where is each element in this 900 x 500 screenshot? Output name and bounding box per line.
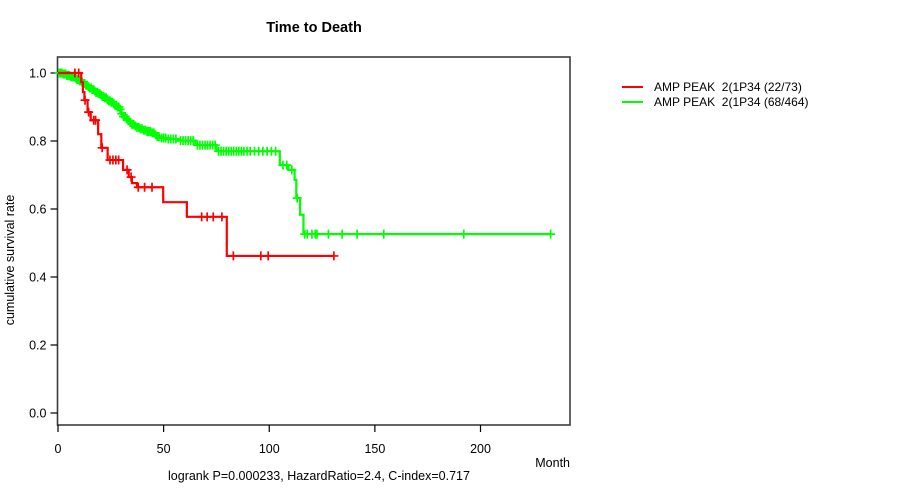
censor-mark [292, 193, 302, 203]
censor-mark [80, 95, 90, 105]
censor-mark [208, 212, 218, 222]
y-axis-title: cumulative survival rate [3, 195, 17, 326]
censor-mark [97, 143, 107, 153]
legend-item-green: AMP PEAK 2(1P34 (68/464) [622, 95, 809, 111]
series-red [58, 68, 339, 261]
legend: AMP PEAK 2(1P34 (22/73) AMP PEAK 2(1P34 … [622, 79, 809, 110]
plot-box [56, 56, 571, 426]
x-tick-label: 150 [364, 442, 385, 456]
censor-mark [91, 115, 101, 125]
censor-mark [171, 134, 181, 144]
x-tick-label: 50 [157, 442, 171, 456]
censor-mark [287, 165, 297, 175]
censor-mark [84, 107, 94, 117]
censor-mark [329, 251, 339, 261]
censor-mark [312, 229, 322, 239]
censor-mark [271, 146, 281, 156]
censor-mark [379, 229, 389, 239]
censor-mark [282, 160, 292, 170]
series-green [54, 68, 556, 239]
y-tick-label: 0.8 [29, 135, 46, 149]
censor-mark [263, 251, 273, 261]
survival-curve [58, 71, 334, 258]
censor-mark [147, 182, 157, 192]
stats-annotation: logrank P=0.000233, HazardRatio=2.4, C-i… [168, 469, 470, 483]
legend-label-red: AMP PEAK 2(1P34 (22/73) [654, 79, 802, 94]
censor-mark [352, 229, 362, 239]
y-tick-label: 0.6 [29, 203, 46, 217]
legend-label-green: AMP PEAK 2(1P34 (68/464) [654, 95, 809, 110]
censor-mark [210, 140, 220, 150]
chart-title: Time to Death [266, 20, 362, 36]
x-axis-title: Month [535, 456, 570, 470]
survival-curve [58, 71, 551, 236]
censor-mark [337, 229, 347, 239]
censor-mark [74, 68, 84, 78]
censor-mark [459, 229, 469, 239]
y-tick-label: 1.0 [29, 67, 46, 81]
x-tick-label: 200 [470, 442, 491, 456]
censor-mark [115, 104, 125, 114]
axes: 0 50 100 150 200 0.0 0.2 0.4 0.6 0.8 1.0 [29, 56, 571, 456]
legend-line-red [622, 85, 643, 88]
y-tick-label: 0.2 [29, 339, 46, 353]
y-tick-label: 0.0 [29, 407, 46, 421]
censor-mark [546, 229, 556, 239]
x-tick-label: 0 [55, 442, 62, 456]
censor-mark [126, 172, 136, 182]
legend-line-green [622, 101, 643, 104]
censor-mark [122, 165, 132, 175]
censor-mark [217, 212, 227, 222]
censor-mark [228, 251, 238, 261]
censor-mark [323, 229, 333, 239]
censor-mark [188, 136, 198, 146]
curves [54, 68, 556, 261]
x-tick-label: 100 [259, 442, 280, 456]
y-tick-label: 0.4 [29, 271, 46, 285]
censor-mark [114, 155, 124, 165]
legend-item-red: AMP PEAK 2(1P34 (22/73) [622, 79, 809, 95]
